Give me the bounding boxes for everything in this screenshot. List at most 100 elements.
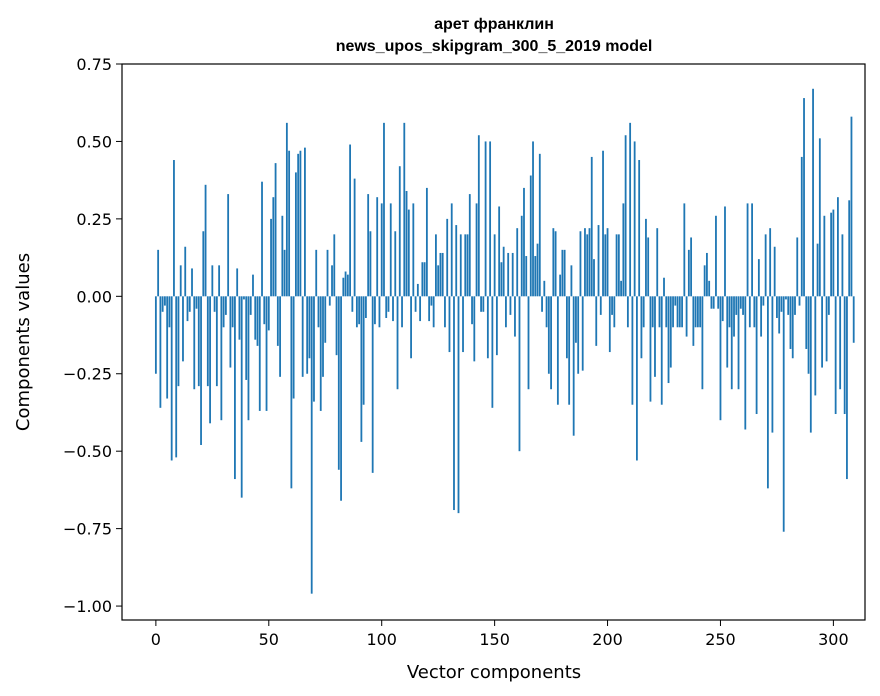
- bar: [678, 296, 681, 328]
- bar: [764, 234, 767, 297]
- y-axis-label: Components values: [13, 253, 34, 431]
- bar: [827, 296, 830, 315]
- bar: [177, 296, 180, 387]
- bar: [276, 296, 279, 346]
- bar: [529, 175, 532, 297]
- bar: [789, 296, 792, 349]
- y-tick-label: −0.25: [63, 365, 112, 384]
- bar: [787, 296, 790, 315]
- bar: [554, 231, 557, 297]
- bar: [762, 296, 765, 306]
- bar: [407, 209, 410, 297]
- bar: [782, 296, 785, 532]
- bar: [651, 296, 654, 328]
- y-tick-label: 0.50: [76, 132, 112, 151]
- bar: [297, 153, 300, 297]
- bar: [254, 296, 257, 340]
- bar: [798, 296, 801, 306]
- bar: [572, 296, 575, 436]
- bar: [807, 296, 810, 374]
- bar: [349, 144, 351, 297]
- bar: [455, 225, 458, 297]
- bar: [182, 296, 184, 362]
- bar: [441, 252, 444, 297]
- bar: [611, 296, 613, 315]
- bar: [281, 215, 284, 297]
- bar: [285, 122, 288, 297]
- bar: [629, 122, 632, 297]
- bar: [414, 296, 417, 312]
- bar: [355, 296, 358, 328]
- bar: [577, 296, 580, 374]
- bar: [692, 296, 695, 346]
- bar: [640, 296, 643, 359]
- bar: [785, 296, 787, 300]
- bar: [805, 296, 808, 349]
- bar: [247, 296, 250, 421]
- bar: [270, 218, 272, 297]
- bar: [665, 296, 668, 328]
- bar: [240, 296, 243, 498]
- bar: [159, 296, 162, 408]
- bar: [642, 296, 645, 328]
- bar: [376, 197, 379, 297]
- bar: [340, 296, 342, 501]
- bar: [218, 265, 221, 297]
- bar: [279, 296, 281, 377]
- bar: [602, 150, 604, 297]
- bar: [331, 265, 333, 297]
- bar: [319, 296, 322, 411]
- bar: [660, 296, 663, 405]
- bar: [633, 141, 636, 297]
- bar: [342, 277, 345, 297]
- bar: [733, 296, 735, 337]
- bar: [369, 231, 372, 297]
- bar: [301, 296, 304, 377]
- bar: [746, 203, 749, 297]
- bar: [222, 296, 225, 328]
- bar: [712, 296, 715, 309]
- bar: [726, 296, 729, 368]
- bar: [757, 259, 760, 297]
- bar: [457, 296, 460, 514]
- bar: [446, 218, 449, 297]
- bar: [523, 187, 525, 297]
- bar: [837, 197, 839, 297]
- bar: [484, 141, 487, 297]
- bar: [706, 252, 708, 297]
- bar: [502, 246, 505, 297]
- bar: [306, 296, 309, 374]
- bar: [841, 234, 844, 297]
- bar: [195, 296, 198, 309]
- bar: [308, 296, 311, 359]
- bar: [252, 274, 254, 297]
- bar: [532, 141, 534, 297]
- bar: [669, 296, 672, 368]
- bar: [385, 296, 388, 318]
- bar: [778, 296, 781, 334]
- bar: [322, 296, 324, 377]
- bar: [636, 296, 638, 461]
- bar: [333, 234, 336, 297]
- bar: [380, 203, 383, 297]
- bar: [164, 296, 166, 306]
- bar: [690, 237, 693, 297]
- bar: [739, 296, 742, 309]
- bar: [324, 296, 327, 343]
- x-axis-ticks: 0 50 100 150 200 250 300: [151, 620, 849, 649]
- x-tick-label: 200: [592, 630, 623, 649]
- bar: [545, 296, 548, 328]
- bar: [608, 296, 611, 353]
- bar: [211, 265, 214, 297]
- x-tick-label: 150: [479, 630, 510, 649]
- bar: [848, 200, 851, 297]
- bar: [556, 296, 559, 405]
- bar: [687, 249, 690, 297]
- bar: [220, 296, 223, 421]
- bar: [498, 206, 501, 297]
- bar: [832, 209, 835, 297]
- bar: [464, 234, 467, 297]
- bar: [193, 296, 196, 390]
- bar: [444, 296, 446, 328]
- bar: [742, 296, 744, 315]
